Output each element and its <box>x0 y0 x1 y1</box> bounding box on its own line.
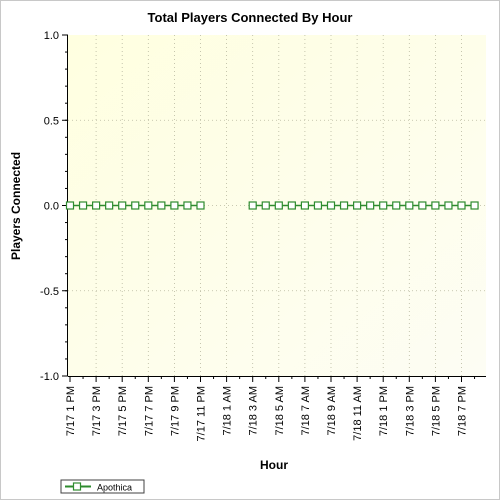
data-point <box>326 201 336 210</box>
data-point <box>248 201 257 210</box>
x-tick-label: 7/18 3 AM <box>248 386 260 436</box>
legend: Apothica <box>60 479 145 494</box>
data-point <box>91 201 101 210</box>
x-tick-label: 7/17 7 PM <box>143 386 155 436</box>
data-point <box>300 201 309 210</box>
x-axis-label: Hour <box>260 458 288 472</box>
x-tick-label: 7/17 11 PM <box>196 386 208 441</box>
x-tick-label: 7/18 1 PM <box>378 386 390 436</box>
data-point <box>353 201 362 210</box>
x-tick-label: 7/18 7 PM <box>457 386 469 436</box>
x-tick-label: 7/17 9 PM <box>169 386 181 436</box>
data-point <box>105 201 114 210</box>
data-point <box>183 201 192 210</box>
x-tick-label: 7/17 3 PM <box>91 386 103 436</box>
data-point <box>313 201 323 210</box>
chart-title: Total Players Connected By Hour <box>148 10 353 25</box>
y-axis-label: Players Connected <box>9 152 23 260</box>
x-tick-label: 7/18 9 AM <box>326 386 338 436</box>
data-point <box>170 201 179 210</box>
legend-label-apothica: Apothica <box>97 483 132 493</box>
data-point <box>418 201 427 210</box>
grid-lines <box>68 35 486 376</box>
data-point <box>392 201 401 210</box>
data-point <box>131 201 140 210</box>
y-tick-label: -0.5 <box>40 286 59 298</box>
data-point <box>65 201 75 210</box>
x-tick-label: 7/18 1 AM <box>222 386 234 436</box>
x-tick-label: 7/18 11 AM <box>352 386 364 441</box>
data-point <box>196 201 205 210</box>
data-point <box>78 201 88 210</box>
data-point <box>405 201 414 210</box>
data-point <box>366 201 375 210</box>
data-point <box>287 201 296 210</box>
legend-swatch-icon <box>65 482 91 491</box>
x-tick-label: 7/18 5 PM <box>430 386 442 436</box>
y-tick-label: -1.0 <box>40 371 59 383</box>
y-axis: 1.0 0.5 0.0 -0.5 -1.0 <box>40 30 68 383</box>
x-tick-label: 7/17 5 PM <box>117 386 129 436</box>
data-point <box>470 201 479 210</box>
x-axis: 7/17 1 PM 7/17 3 PM 7/17 5 PM 7/17 7 PM 7/17… <box>65 376 486 441</box>
data-point <box>144 201 153 210</box>
data-point <box>431 201 440 210</box>
x-tick-label: 7/18 3 PM <box>404 386 416 436</box>
x-tick-label: 7/17 1 PM <box>65 386 77 436</box>
data-point <box>444 201 453 210</box>
data-point <box>339 201 349 210</box>
data-point <box>274 201 283 210</box>
x-tick-label: 7/18 5 AM <box>274 386 286 436</box>
data-point <box>157 201 166 210</box>
data-point <box>457 201 466 210</box>
series-apothica <box>65 201 479 210</box>
y-tick-label: 0.5 <box>44 115 59 127</box>
x-tick-label: 7/18 7 AM <box>300 386 312 436</box>
legend-box <box>60 479 145 494</box>
data-point <box>379 201 388 210</box>
y-tick-label: 1.0 <box>44 30 59 42</box>
data-point <box>118 201 127 210</box>
y-tick-label: 0.0 <box>44 201 59 213</box>
data-point <box>261 201 270 210</box>
